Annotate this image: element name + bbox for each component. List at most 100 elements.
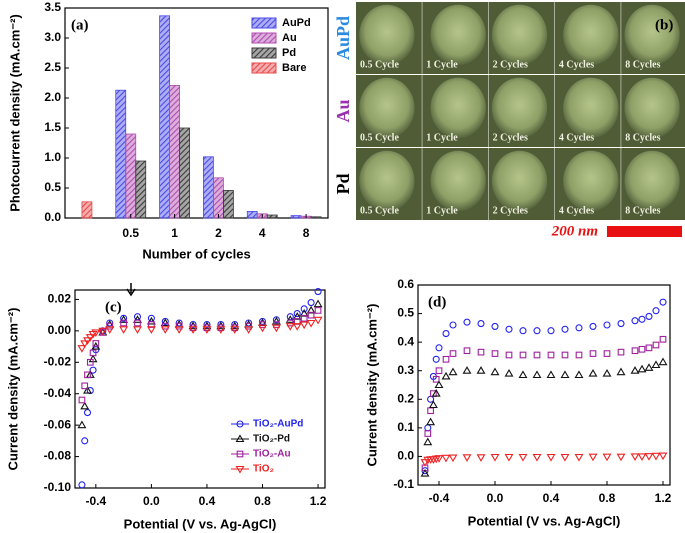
x-tick-label: 1.2 bbox=[310, 494, 327, 508]
marker bbox=[299, 308, 309, 317]
legend-label: TiO₂-Au bbox=[253, 449, 291, 460]
x-tick-label: 1 bbox=[171, 226, 178, 240]
y-axis-label: Current density (mA.cm⁻²) bbox=[364, 304, 379, 467]
marker bbox=[160, 326, 170, 334]
marker bbox=[631, 347, 639, 355]
legend-label: TiO₂ bbox=[253, 464, 274, 475]
marker bbox=[432, 375, 440, 383]
marker bbox=[78, 481, 86, 489]
marker bbox=[448, 367, 458, 376]
particle bbox=[430, 150, 486, 212]
marker bbox=[476, 454, 486, 462]
y-tick-label: 0.6 bbox=[397, 277, 414, 291]
marker bbox=[603, 321, 611, 329]
y-tick-label: 0.4 bbox=[397, 334, 414, 348]
y-tick-label: 2.0 bbox=[44, 90, 61, 104]
marker bbox=[519, 327, 527, 335]
marker bbox=[271, 316, 281, 325]
marker bbox=[174, 326, 184, 334]
marker bbox=[490, 453, 500, 462]
marker bbox=[547, 351, 555, 359]
y-tick-label: 0.2 bbox=[397, 391, 414, 405]
marker bbox=[575, 351, 583, 359]
particle bbox=[624, 4, 680, 66]
marker bbox=[307, 311, 315, 319]
y-tick-label: 0.1 bbox=[397, 420, 414, 434]
marker bbox=[658, 357, 668, 366]
marker bbox=[533, 351, 541, 359]
marker bbox=[83, 409, 92, 417]
marker bbox=[81, 437, 89, 445]
marker bbox=[314, 307, 322, 314]
marker bbox=[83, 337, 92, 345]
marker bbox=[561, 325, 569, 333]
cell-label: 8 Cycles bbox=[625, 205, 660, 216]
particle bbox=[359, 77, 415, 139]
panel-label: (b) bbox=[655, 17, 673, 33]
marker bbox=[91, 329, 101, 338]
marker bbox=[638, 315, 646, 323]
marker bbox=[89, 366, 97, 374]
scale-bar-label: 200 nm bbox=[551, 223, 598, 239]
legend-label: TiO₂-Pd bbox=[253, 434, 290, 445]
cell-label: 4 Cycles bbox=[559, 132, 594, 143]
y-tick-label: -0.08 bbox=[44, 449, 72, 463]
marker bbox=[589, 322, 597, 330]
x-tick-label: 0.8 bbox=[254, 494, 271, 508]
marker bbox=[651, 452, 661, 461]
x-tick-label: 0.0 bbox=[487, 491, 504, 505]
scale-bar bbox=[607, 226, 682, 237]
marker bbox=[307, 299, 315, 307]
marker bbox=[441, 454, 451, 463]
bar bbox=[115, 89, 127, 219]
marker bbox=[449, 350, 457, 357]
marker bbox=[148, 321, 155, 328]
marker bbox=[561, 351, 569, 359]
y-tick-label: -0.1 bbox=[393, 477, 414, 491]
marker bbox=[560, 453, 570, 462]
marker bbox=[645, 312, 653, 320]
bar bbox=[213, 177, 224, 219]
x-axis-label: Number of cycles bbox=[142, 246, 250, 261]
y-tick-label: -0.10 bbox=[44, 480, 72, 494]
marker bbox=[427, 407, 434, 415]
cell-label: 4 Cycles bbox=[559, 205, 594, 216]
marker bbox=[292, 312, 302, 320]
plot-frame bbox=[74, 289, 326, 489]
marker bbox=[85, 334, 95, 342]
marker bbox=[188, 321, 198, 330]
x-tick-label: 1.2 bbox=[655, 491, 672, 505]
particle bbox=[491, 4, 548, 66]
marker bbox=[602, 453, 612, 462]
x-tick-label: 0.4 bbox=[199, 494, 216, 508]
legend-swatch bbox=[251, 32, 277, 44]
marker bbox=[80, 401, 90, 410]
marker bbox=[490, 367, 500, 376]
marker bbox=[658, 452, 668, 461]
marker bbox=[86, 358, 94, 366]
y-tick-label: 0.3 bbox=[397, 363, 414, 377]
marker bbox=[462, 366, 472, 374]
marker bbox=[286, 319, 294, 327]
plot-frame bbox=[417, 284, 671, 486]
marker bbox=[435, 344, 443, 352]
marker bbox=[146, 316, 156, 325]
marker bbox=[477, 348, 485, 356]
particle bbox=[624, 77, 680, 139]
cell-label: 0.5 Cycle bbox=[360, 205, 399, 216]
marker bbox=[230, 326, 240, 334]
cell-label: 1 Cycle bbox=[426, 205, 458, 216]
particle bbox=[359, 150, 415, 212]
marker bbox=[424, 430, 432, 437]
x-tick-label: 0.5 bbox=[122, 226, 139, 240]
marker bbox=[314, 288, 322, 296]
marker bbox=[293, 310, 301, 318]
marker bbox=[519, 351, 527, 359]
marker bbox=[630, 366, 640, 374]
y-tick-label: -0.02 bbox=[44, 354, 72, 368]
marker bbox=[434, 455, 444, 463]
cell-label: 2 Cycles bbox=[493, 132, 528, 143]
marker bbox=[244, 326, 254, 334]
marker bbox=[644, 363, 654, 371]
